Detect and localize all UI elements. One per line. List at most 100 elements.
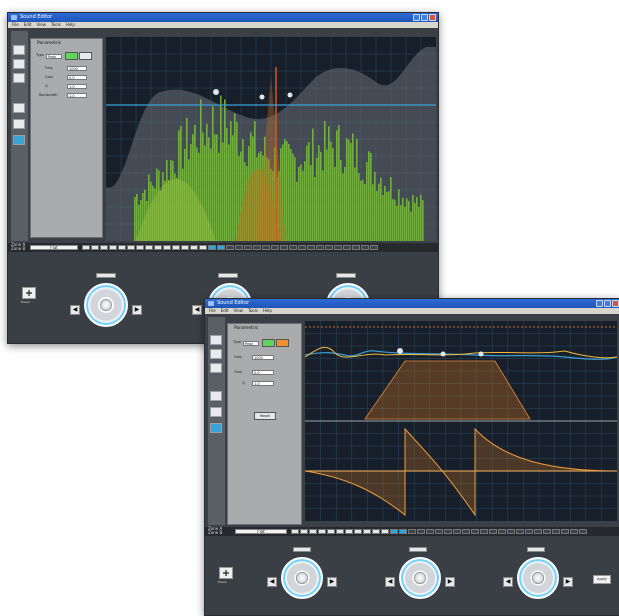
preset-cell[interactable] xyxy=(154,245,162,250)
preset-cell[interactable] xyxy=(534,529,542,534)
preset-cell[interactable] xyxy=(109,245,117,250)
preset-cell[interactable] xyxy=(361,245,369,250)
preset-cell-selected[interactable] xyxy=(399,529,407,534)
response-plot[interactable] xyxy=(305,321,617,521)
preset-cell[interactable] xyxy=(316,245,324,250)
preset-cell[interactable] xyxy=(381,529,389,534)
gain-field[interactable]: 0.0 xyxy=(67,75,87,80)
type-select[interactable]: Peak xyxy=(46,54,62,59)
menu-edit[interactable]: Edit xyxy=(220,308,229,313)
preset-cell[interactable] xyxy=(334,245,342,250)
knob-cap[interactable] xyxy=(296,572,308,584)
menu-view[interactable]: View xyxy=(233,308,243,313)
car-tool-icon[interactable] xyxy=(13,73,25,83)
close-button[interactable] xyxy=(429,14,436,21)
eq-handle-1[interactable] xyxy=(397,348,403,354)
preset-cell[interactable] xyxy=(199,245,207,250)
preset-cell[interactable] xyxy=(118,245,126,250)
preset-cell[interactable] xyxy=(570,529,578,534)
play-button[interactable] xyxy=(262,339,275,347)
spectrum-plot[interactable] xyxy=(106,37,436,241)
q-field[interactable]: 1.0 xyxy=(252,381,274,386)
preset-cell[interactable] xyxy=(318,529,326,534)
eq-handle-2[interactable] xyxy=(440,351,446,357)
type-select[interactable]: Peak xyxy=(243,341,259,346)
person-tool-icon[interactable] xyxy=(13,59,25,69)
preset-cell[interactable] xyxy=(480,529,488,534)
menu-help[interactable]: Help xyxy=(65,22,75,27)
preset-cell[interactable] xyxy=(136,245,144,250)
eq-handle-2[interactable] xyxy=(259,94,265,100)
gain-field[interactable]: 0.0 xyxy=(252,370,274,375)
preset-cell[interactable] xyxy=(426,529,434,534)
preset-cell[interactable] xyxy=(172,245,180,250)
preset-cell-selected[interactable] xyxy=(390,529,398,534)
menu-help[interactable]: Help xyxy=(262,308,272,313)
preset-cell[interactable] xyxy=(253,245,261,250)
speaker-tool-icon[interactable] xyxy=(210,335,222,345)
preset-cell[interactable] xyxy=(370,245,378,250)
title-bar[interactable]: Sound Editor xyxy=(205,299,619,308)
left-arrow-button[interactable]: ◀ xyxy=(70,305,80,315)
preset-cell[interactable] xyxy=(100,245,108,250)
eq-handle-3[interactable] xyxy=(478,351,484,357)
preset-cell[interactable] xyxy=(235,245,243,250)
record-button[interactable] xyxy=(276,339,289,347)
stop-button[interactable] xyxy=(79,52,92,60)
preset-cell[interactable] xyxy=(352,245,360,250)
preset-cell[interactable] xyxy=(145,245,153,250)
eq-handle-3[interactable] xyxy=(287,92,293,98)
spectrum-tool-icon[interactable] xyxy=(13,135,25,145)
preset-select[interactable]: Flat xyxy=(30,245,78,250)
preset-cell[interactable] xyxy=(471,529,479,534)
volume-knob[interactable] xyxy=(281,557,323,599)
preset-cell[interactable] xyxy=(516,529,524,534)
preset-cell[interactable] xyxy=(325,245,333,250)
reset-button[interactable]: Reset xyxy=(254,412,276,420)
menu-file[interactable]: File xyxy=(209,308,216,313)
eq-tool-icon[interactable] xyxy=(13,103,25,113)
preset-cell[interactable] xyxy=(82,245,90,250)
knob-cap[interactable] xyxy=(414,572,426,584)
preset-select[interactable]: Flat xyxy=(235,529,287,534)
preset-cell[interactable] xyxy=(298,245,306,250)
minimize-button[interactable] xyxy=(596,300,603,307)
left-arrow-button-2[interactable]: ◀ xyxy=(385,577,395,587)
menu-file[interactable]: File xyxy=(12,22,19,27)
menu-view[interactable]: View xyxy=(36,22,46,27)
preset-cell[interactable] xyxy=(91,245,99,250)
preset-cell[interactable] xyxy=(343,245,351,250)
menu-tools[interactable]: Tools xyxy=(247,308,258,313)
knob-cap[interactable] xyxy=(100,299,112,311)
preset-cell[interactable] xyxy=(462,529,470,534)
bandwidth-field[interactable]: 1.0 xyxy=(67,93,87,98)
preset-cell[interactable] xyxy=(327,529,335,534)
menu-tools[interactable]: Tools xyxy=(50,22,61,27)
preset-cell[interactable] xyxy=(226,245,234,250)
preset-cell[interactable] xyxy=(489,529,497,534)
maximize-button[interactable] xyxy=(421,14,428,21)
person-tool-icon[interactable] xyxy=(210,349,222,359)
preset-cell[interactable] xyxy=(435,529,443,534)
preset-cell[interactable] xyxy=(280,245,288,250)
eq-tool-icon[interactable] xyxy=(210,391,222,401)
speaker-tool-icon[interactable] xyxy=(13,45,25,55)
preset-cell[interactable] xyxy=(262,245,270,250)
knob-cap[interactable] xyxy=(532,572,544,584)
power-icon[interactable] xyxy=(22,287,36,299)
preset-cell[interactable] xyxy=(552,529,560,534)
title-bar[interactable]: Sound Editor xyxy=(8,13,438,22)
menu-edit[interactable]: Edit xyxy=(23,22,32,27)
left-arrow-button-3[interactable]: ◀ xyxy=(503,577,513,587)
crossover-tool-icon[interactable] xyxy=(13,119,25,129)
treble-knob[interactable] xyxy=(517,557,559,599)
preset-cell[interactable] xyxy=(289,245,297,250)
preset-cell[interactable] xyxy=(271,245,279,250)
preset-cell[interactable] xyxy=(444,529,452,534)
preset-cell[interactable] xyxy=(498,529,506,534)
play-button[interactable] xyxy=(65,52,78,60)
left-arrow-button[interactable]: ◀ xyxy=(267,577,277,587)
q-field[interactable]: 1.0 xyxy=(67,84,87,89)
preset-cell[interactable] xyxy=(309,529,317,534)
right-arrow-button[interactable]: ▶ xyxy=(132,305,142,315)
